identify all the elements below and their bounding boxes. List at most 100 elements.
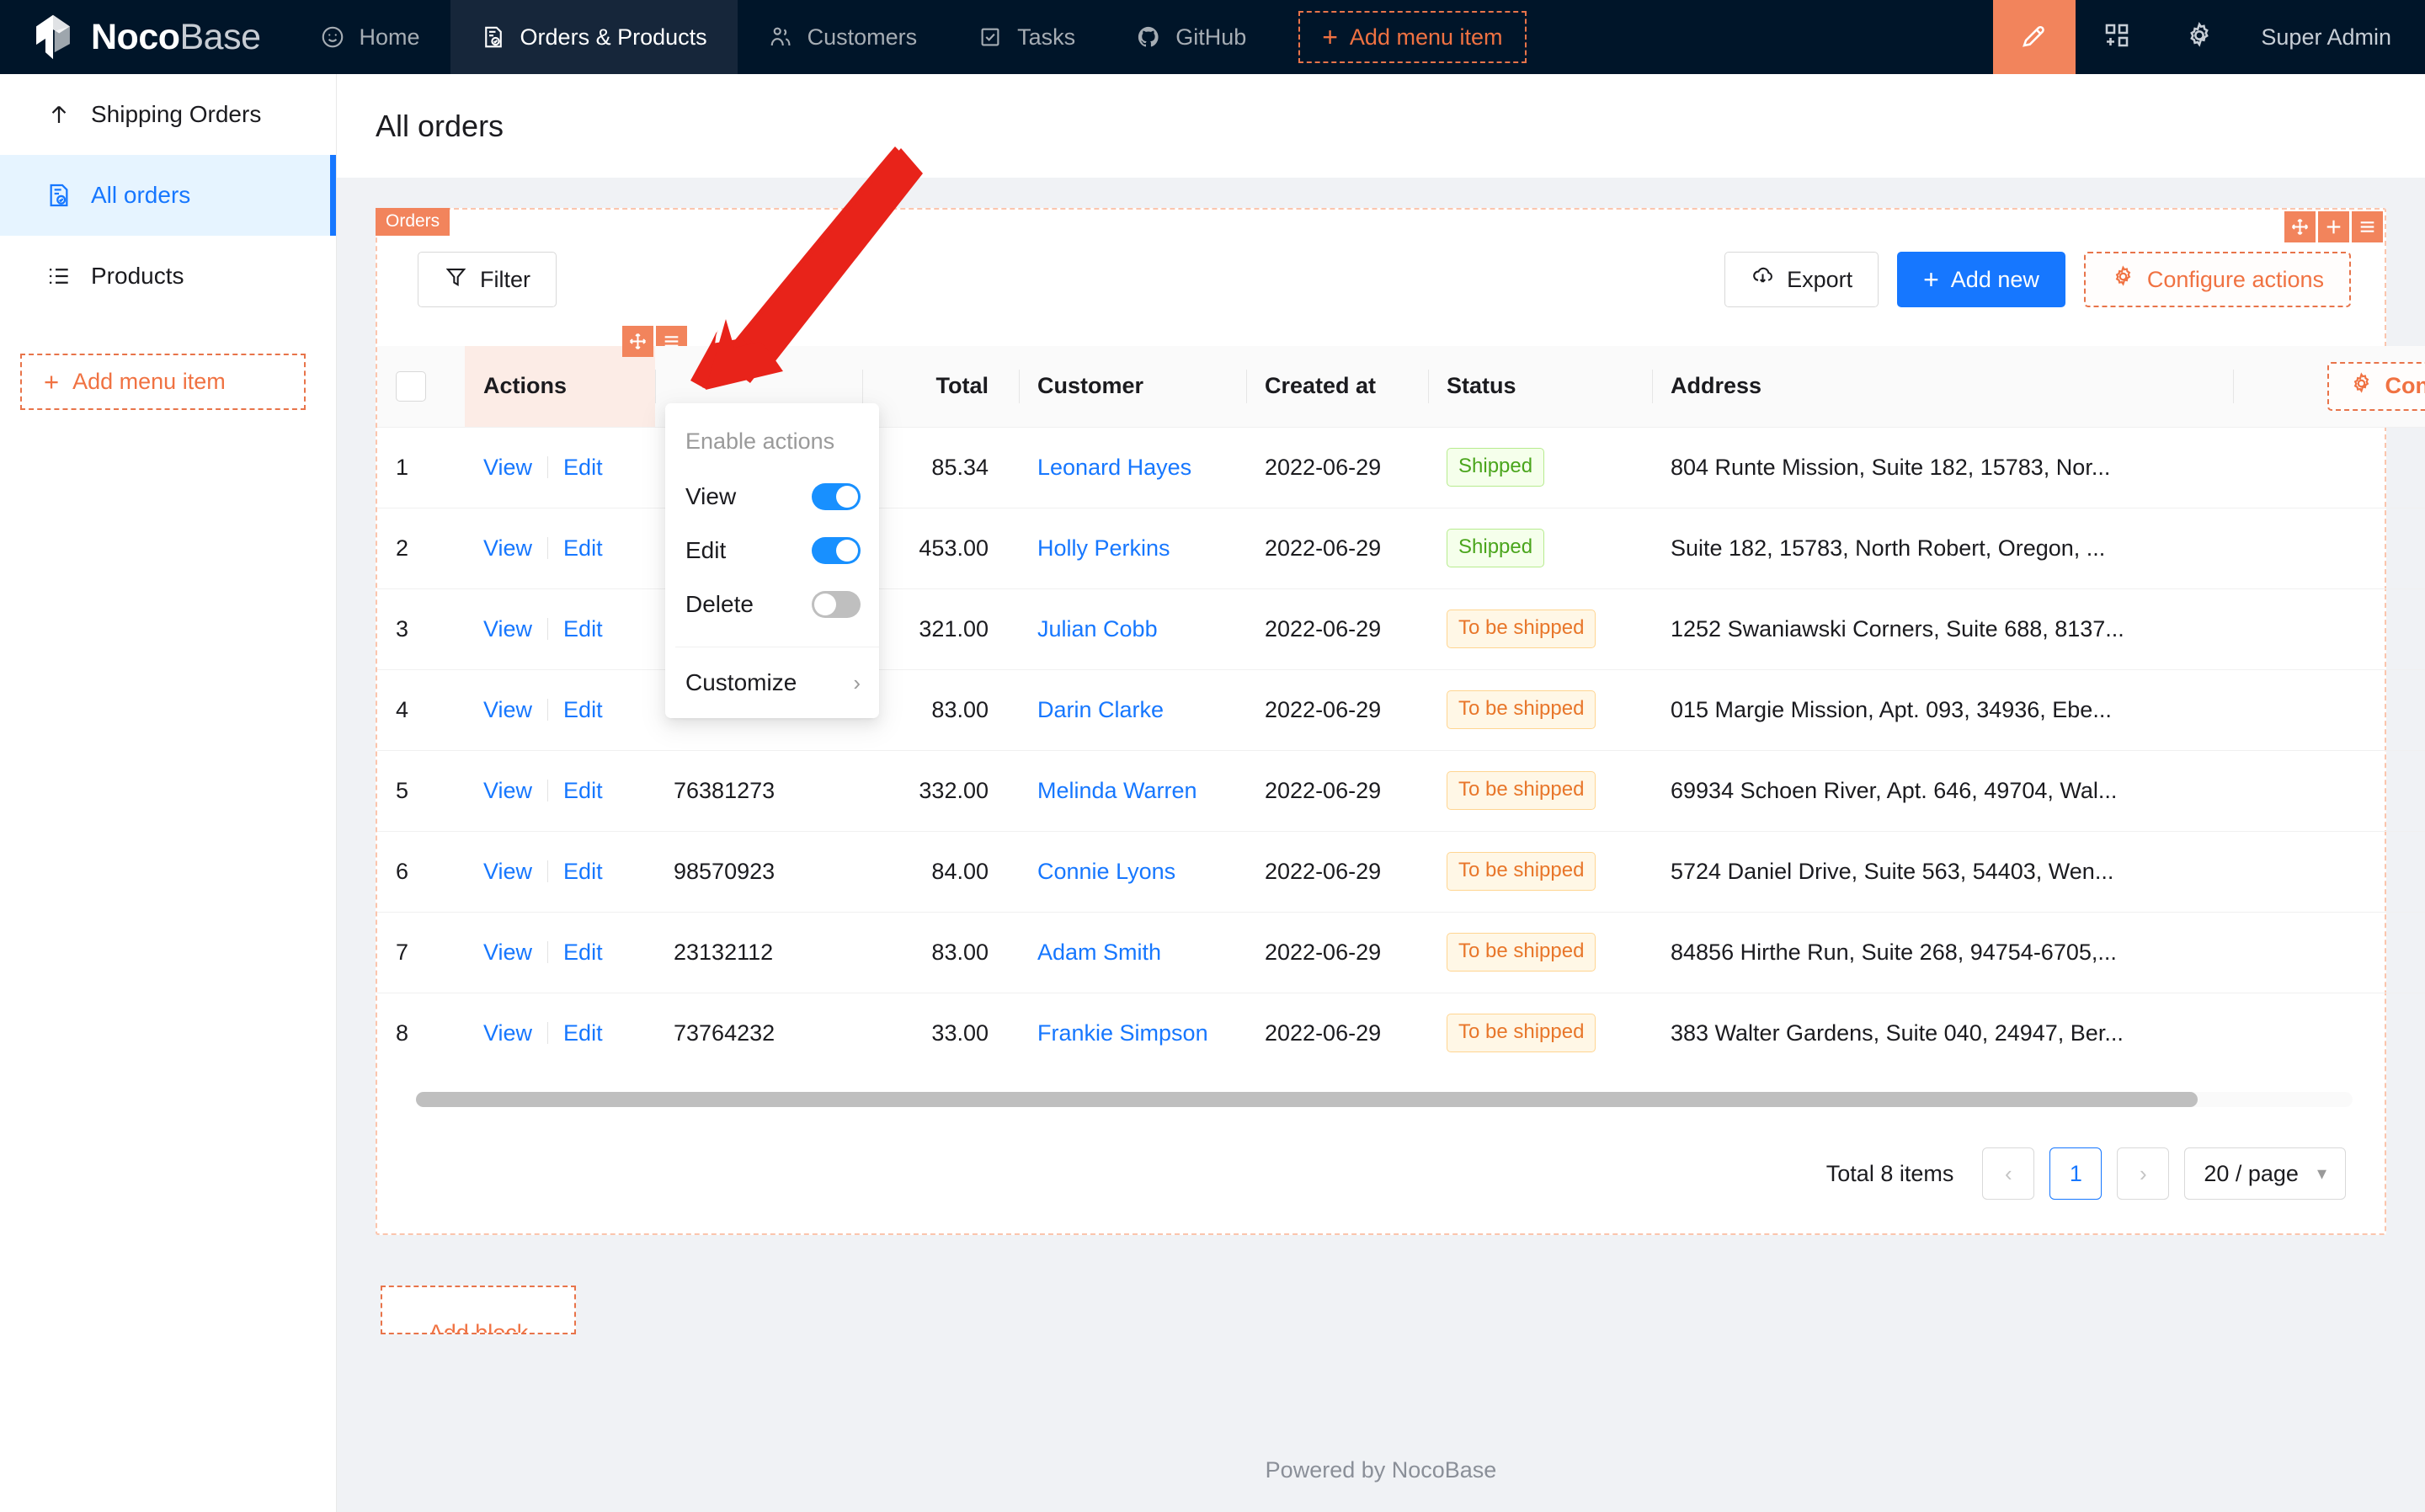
column-header-address[interactable]: Address — [1652, 346, 2233, 427]
select-all-checkbox[interactable] — [396, 370, 426, 402]
chevron-down-icon: ▾ — [2316, 1163, 2326, 1184]
column-header-customer[interactable]: Customer — [1019, 346, 1246, 427]
drag-move-icon[interactable] — [622, 326, 653, 357]
customer-link[interactable]: Connie Lyons — [1037, 858, 1176, 884]
table-row[interactable]: 7 View Edit 23132112 83.00 Adam Smith 202… — [377, 911, 2425, 993]
dropdown-row-view[interactable]: View — [665, 470, 879, 524]
nav-item-github-label: GitHub — [1175, 24, 1247, 50]
pagination-page-1[interactable]: 1 — [2049, 1147, 2103, 1200]
form-doc-check-icon — [481, 24, 506, 50]
customer-link[interactable]: Darin Clarke — [1037, 696, 1165, 722]
configure-columns-button[interactable]: Configure — [2326, 361, 2425, 411]
hamburger-menu-icon[interactable] — [2352, 211, 2383, 242]
cell-order-number: 76381273 — [655, 749, 862, 831]
sidebar-add-menu-item-button[interactable]: + Add menu item — [20, 354, 306, 410]
cell-address: 69934 Schoen River, Apt. 646, 49704, Wal… — [1652, 749, 2233, 831]
row-edit-link[interactable]: Edit — [563, 777, 603, 803]
row-actions: View Edit — [465, 588, 655, 669]
settings-button[interactable] — [2158, 0, 2241, 74]
cell-spacer — [2233, 830, 2425, 912]
scrollbar-thumb[interactable] — [416, 1092, 2198, 1107]
row-view-link[interactable]: View — [483, 777, 533, 803]
nav-item-tasks[interactable]: Tasks — [947, 0, 1106, 74]
row-edit-link[interactable]: Edit — [563, 939, 603, 965]
row-view-link[interactable]: View — [483, 939, 533, 965]
page-size-select[interactable]: 20 / page ▾ — [2184, 1147, 2346, 1200]
table-row[interactable]: 5 View Edit 76381273 332.00 Melinda Warre… — [377, 749, 2425, 831]
column-header-created-at[interactable]: Created at — [1246, 346, 1428, 427]
customer-link[interactable]: Frankie Simpson — [1037, 1020, 1208, 1046]
add-block-button[interactable]: Add block — [381, 1286, 576, 1334]
table-pagination: Total 8 items ‹ 1 › 20 / page ▾ — [377, 1107, 2385, 1200]
plugin-manager-button[interactable] — [2076, 0, 2158, 74]
column-header-actions[interactable]: Actions — [465, 326, 687, 427]
page-size-value: 20 / page — [2204, 1160, 2299, 1186]
export-button[interactable]: Export — [1724, 252, 1879, 307]
cell-total: 83.00 — [862, 911, 1019, 993]
orders-table-block: Orders — [376, 208, 2425, 1235]
dropdown-row-edit[interactable]: Edit — [665, 524, 879, 578]
export-button-label: Export — [1787, 266, 1853, 292]
cell-status: To be shipped — [1428, 668, 1652, 750]
cell-order-number: 98570923 — [655, 830, 862, 912]
row-view-link[interactable]: View — [483, 1020, 533, 1046]
nav-item-github[interactable]: GitHub — [1106, 0, 1276, 74]
row-index: 8 — [377, 992, 465, 1073]
row-index: 6 — [377, 830, 465, 912]
customer-link[interactable]: Holly Perkins — [1037, 535, 1170, 561]
row-edit-link[interactable]: Edit — [563, 858, 603, 884]
sidebar-item-products[interactable]: Products — [0, 236, 336, 317]
sidebar-item-all-orders[interactable]: All orders — [0, 155, 336, 236]
row-view-link[interactable]: View — [483, 615, 533, 642]
column-header-status[interactable]: Status — [1428, 346, 1652, 427]
column-header-created-at-label: Created at — [1265, 373, 1377, 399]
dropdown-row-customize[interactable]: Customize › — [665, 656, 879, 710]
customer-link[interactable]: Melinda Warren — [1037, 777, 1197, 803]
pagination-next-button[interactable]: › — [2117, 1147, 2170, 1200]
edit-toggle[interactable] — [812, 537, 861, 564]
nav-item-customers[interactable]: Customers — [738, 0, 948, 74]
table-row[interactable]: 8 View Edit 73764232 33.00 Frankie Simpso… — [377, 992, 2425, 1073]
row-edit-link[interactable]: Edit — [563, 535, 603, 561]
row-edit-link[interactable]: Edit — [563, 1020, 603, 1046]
table-row[interactable]: 6 View Edit 98570923 84.00 Connie Lyons 2… — [377, 830, 2425, 912]
nav-item-home[interactable]: Home — [290, 0, 450, 74]
cell-address: 015 Margie Mission, Apt. 093, 34936, Ebe… — [1652, 668, 2233, 750]
table-horizontal-scrollbar[interactable] — [416, 1092, 2353, 1107]
top-nav-items: Home Orders & Products Customers — [290, 0, 1277, 74]
plus-icon[interactable] — [2318, 211, 2349, 242]
drag-move-icon[interactable] — [2284, 211, 2316, 242]
dropdown-row-delete[interactable]: Delete — [665, 578, 879, 631]
row-view-link[interactable]: View — [483, 535, 533, 561]
configure-actions-button[interactable]: Configure actions — [2083, 252, 2351, 307]
gear-icon — [2111, 264, 2135, 295]
nav-add-menu-item-button[interactable]: + Add menu item — [1298, 11, 1527, 63]
nav-item-orders-products[interactable]: Orders & Products — [450, 0, 738, 74]
pagination-total-label: Total 8 items — [1825, 1160, 1954, 1186]
customer-link[interactable]: Leonard Hayes — [1037, 454, 1192, 480]
row-edit-link[interactable]: Edit — [563, 454, 603, 480]
row-edit-link[interactable]: Edit — [563, 696, 603, 722]
toggle-knob — [814, 594, 836, 615]
user-menu-button[interactable]: Super Admin — [2241, 0, 2425, 74]
row-edit-link[interactable]: Edit — [563, 615, 603, 642]
row-view-link[interactable]: View — [483, 696, 533, 722]
add-new-button[interactable]: + Add new — [1897, 252, 2065, 307]
sidebar-item-shipping-orders[interactable]: Shipping Orders — [0, 74, 336, 155]
block-toolbar-right: Export + Add new Configure a — [1724, 252, 2351, 307]
brand-logo-area[interactable]: NocoBase — [0, 0, 290, 74]
row-view-link[interactable]: View — [483, 454, 533, 480]
view-toggle[interactable] — [812, 483, 861, 510]
dropdown-row-customize-label: Customize — [685, 669, 797, 695]
column-header-total[interactable]: Total — [862, 346, 1019, 427]
ui-editor-toggle-button[interactable] — [1993, 0, 2076, 74]
row-view-link[interactable]: View — [483, 858, 533, 884]
filter-button[interactable]: Filter — [418, 252, 557, 307]
customer-link[interactable]: Julian Cobb — [1037, 615, 1158, 642]
cell-address: 84856 Hirthe Run, Suite 268, 94754-6705,… — [1652, 911, 2233, 993]
pagination-prev-button[interactable]: ‹ — [1982, 1147, 2035, 1200]
customer-link[interactable]: Adam Smith — [1037, 939, 1162, 965]
select-all-header — [377, 346, 465, 427]
delete-toggle[interactable] — [812, 591, 861, 618]
